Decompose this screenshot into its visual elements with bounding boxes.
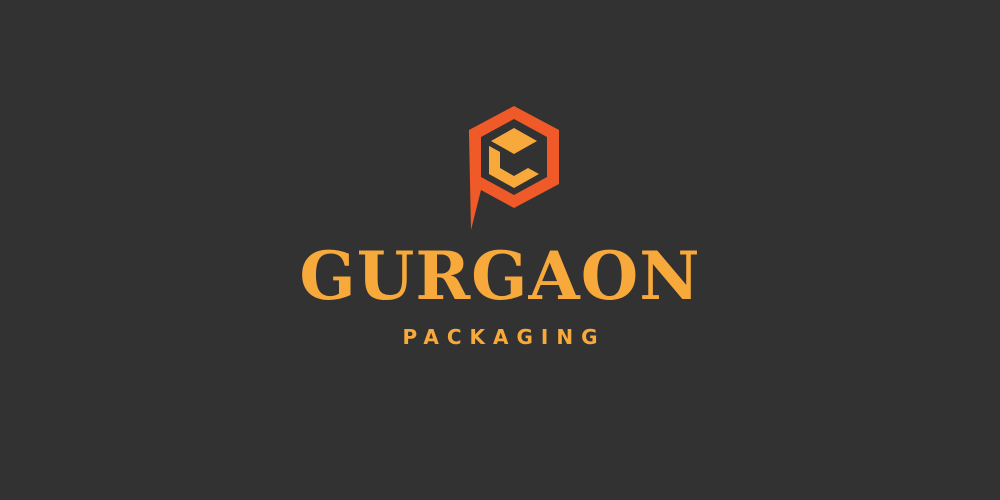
brand-name: GURGAON [299,237,701,315]
brand-tagline: PACKAGING [402,325,606,349]
hexagon-pin-box-logo-icon [469,106,559,230]
